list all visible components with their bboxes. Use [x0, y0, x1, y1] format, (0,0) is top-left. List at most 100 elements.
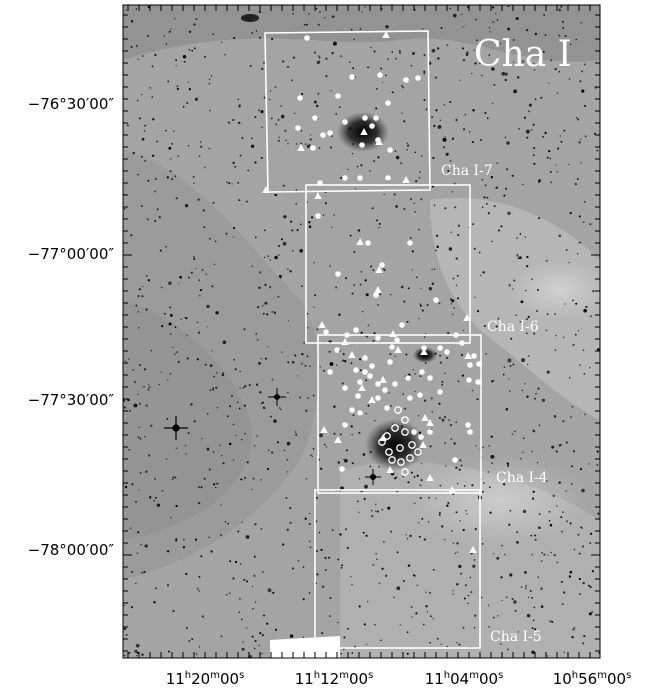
detected-source-marker: [419, 369, 425, 375]
detected-source-marker: [357, 175, 363, 181]
detected-source-marker: [437, 389, 443, 395]
detected-source-marker: [342, 422, 348, 428]
candidate-marker: [334, 436, 342, 443]
axis-ticks: [123, 5, 600, 658]
detected-source-marker: [342, 385, 348, 391]
dec-label: −77°30′00″: [28, 391, 115, 409]
detected-source-marker: [467, 362, 473, 368]
detected-source-marker: [339, 466, 345, 472]
detected-source-marker: [327, 369, 333, 375]
known-member-marker: [388, 456, 396, 464]
known-member-marker: [391, 424, 399, 432]
dec-label: −76°30′00″: [28, 95, 115, 113]
known-member-marker: [396, 444, 404, 452]
detected-source-marker: [344, 332, 350, 338]
field-label-cha-i-5: Cha I-5: [490, 629, 542, 645]
field-cha-i-7: [264, 30, 431, 193]
detected-source-marker: [323, 329, 329, 335]
known-member-marker: [414, 448, 422, 456]
detected-source-marker: [342, 175, 348, 181]
survey-fields: [264, 30, 482, 649]
bright-star: [268, 388, 286, 406]
field-label-cha-i-6: Cha I-6: [487, 319, 539, 335]
detected-source-marker: [317, 180, 323, 186]
detected-source-marker: [394, 337, 400, 343]
ra-label: 11h20m00s: [166, 670, 245, 688]
detected-source-marker: [452, 457, 458, 463]
field-cha-i-6: [305, 184, 471, 344]
detected-source-marker: [355, 393, 361, 399]
dec-label: −78°00′00″: [28, 541, 115, 559]
candidate-marker: [348, 351, 356, 358]
detected-source-marker: [295, 125, 301, 131]
ra-label: 11h12m00s: [295, 670, 374, 688]
known-member-marker: [397, 458, 405, 466]
known-member-marker: [401, 428, 409, 436]
detected-source-marker: [415, 75, 421, 81]
candidate-marker: [379, 376, 387, 383]
known-member-marker: [408, 441, 416, 449]
object-markers: [262, 31, 482, 553]
detected-source-marker: [471, 353, 477, 359]
candidate-marker: [426, 419, 434, 426]
detected-source-marker: [377, 72, 383, 78]
map-title: Cha I: [474, 34, 572, 75]
detected-source-marker: [304, 35, 310, 41]
candidate-marker: [420, 348, 428, 355]
detected-source-marker: [369, 123, 375, 129]
candidate-marker: [262, 186, 270, 193]
candidate-marker: [426, 474, 434, 481]
candidate-marker: [320, 426, 328, 433]
known-member-marker: [385, 448, 393, 456]
detected-source-marker: [476, 361, 482, 367]
candidate-marker: [356, 238, 364, 245]
detected-source-marker: [475, 379, 481, 385]
known-member-marker: [383, 432, 391, 440]
detected-source-marker: [385, 175, 391, 181]
detected-source-marker: [334, 347, 340, 353]
detected-source-marker: [437, 345, 443, 351]
detected-source-marker: [357, 379, 363, 385]
candidate-marker: [464, 352, 472, 359]
detected-source-marker: [382, 387, 388, 393]
candidate-marker: [374, 286, 382, 293]
detected-source-marker: [444, 349, 450, 355]
detected-source-marker: [362, 115, 368, 121]
candidate-marker: [382, 31, 390, 38]
detected-source-marker: [466, 377, 472, 383]
detected-source-marker: [362, 355, 368, 361]
candidate-marker: [375, 138, 383, 145]
detected-source-marker: [385, 100, 391, 106]
detected-source-marker: [375, 395, 381, 401]
dec-label: −77°00′00″: [28, 245, 115, 263]
detected-source-marker: [389, 344, 395, 350]
field-cha-i-5: [314, 489, 481, 649]
candidate-marker: [368, 396, 376, 403]
detected-source-marker: [427, 375, 433, 381]
known-member-marker: [401, 468, 409, 476]
detected-source-marker: [342, 119, 348, 125]
detected-source-marker: [310, 145, 316, 151]
detected-source-marker: [387, 359, 393, 365]
detected-source-marker: [379, 262, 385, 268]
detected-source-marker: [362, 369, 368, 375]
detected-source-marker: [375, 335, 381, 341]
field-cha-i-4: [317, 334, 482, 494]
detected-source-marker: [418, 434, 424, 440]
detected-source-marker: [417, 392, 423, 398]
detected-source-marker: [373, 115, 379, 121]
detected-source-marker: [465, 422, 471, 428]
detected-source-marker: [411, 429, 417, 435]
candidate-marker: [358, 384, 366, 391]
known-member-marker: [394, 406, 402, 414]
candidate-marker: [386, 466, 394, 473]
detected-source-marker: [453, 332, 459, 338]
ra-label: 11h04m00s: [425, 670, 504, 688]
detected-source-marker: [384, 405, 390, 411]
detected-source-marker: [365, 240, 371, 246]
detected-source-marker: [297, 95, 303, 101]
detected-source-marker: [315, 213, 321, 219]
detected-source-marker: [433, 297, 439, 303]
candidate-marker: [360, 128, 368, 135]
detected-source-marker: [407, 240, 413, 246]
